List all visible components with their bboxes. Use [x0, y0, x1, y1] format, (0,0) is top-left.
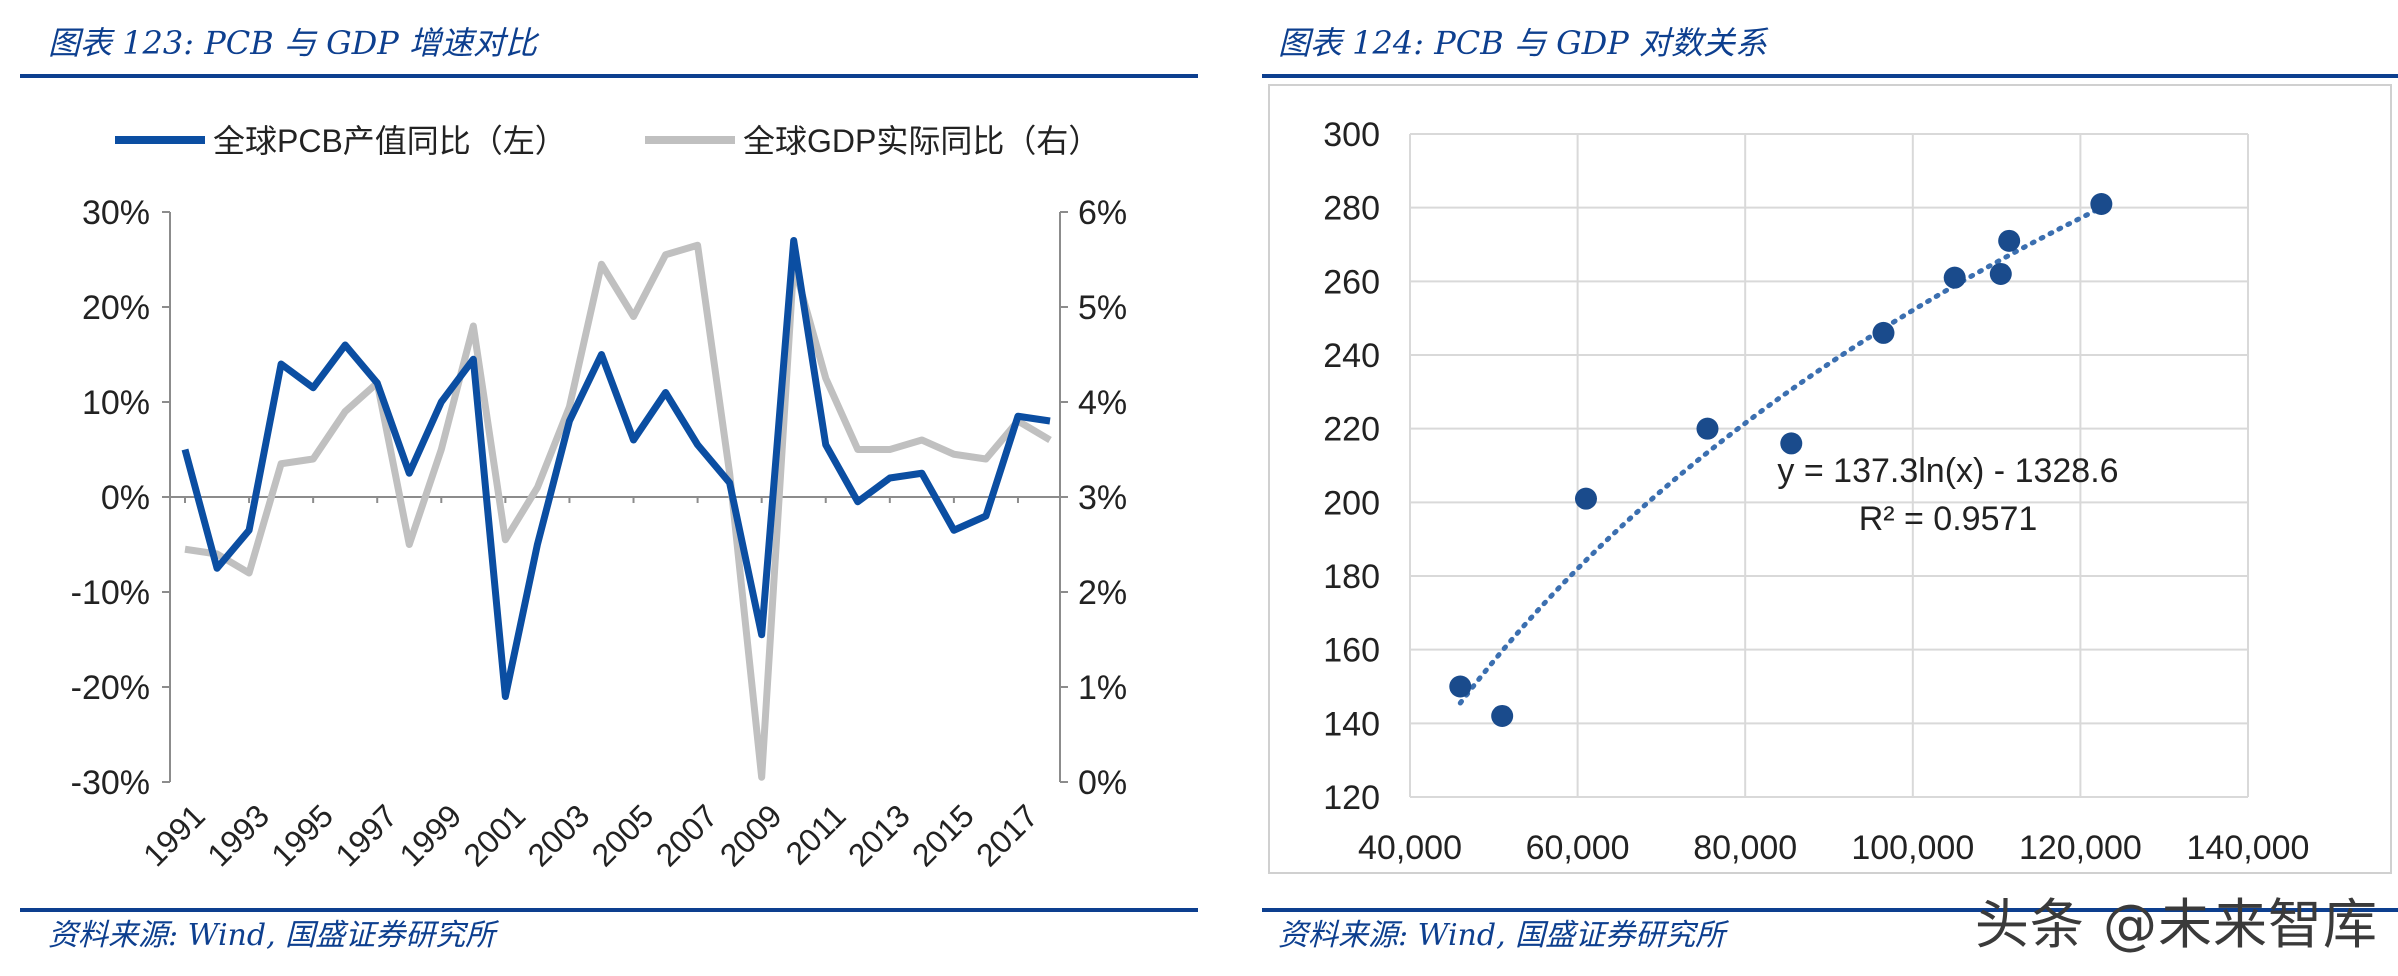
pcb-series-line [181, 237, 1051, 700]
y-tick-label: 140 [1323, 705, 1380, 743]
y-tick-label: 280 [1323, 190, 1380, 228]
x-tick-label: 1999 [392, 797, 468, 873]
right-source-note: 资料来源: Wind, 国盛证券研究所 [1278, 918, 1726, 953]
scatter-point [1491, 704, 1514, 727]
x-tick-label: 40,000 [1358, 829, 1462, 867]
x-tick-label: 60,000 [1526, 829, 1630, 867]
left-y-tick-label: 30% [82, 194, 150, 232]
right-y-tick-label: 6% [1078, 194, 1127, 232]
scatter-point [1696, 417, 1719, 440]
right-top-rule [1262, 74, 2398, 78]
watermark: 头条 @未来智库 [1974, 893, 2378, 956]
right-y-tick-label: 2% [1078, 574, 1127, 612]
x-tick-label: 2009 [713, 797, 789, 873]
legend-pcb-label: 全球PCB产值同比（左） [213, 123, 567, 159]
left-top-rule [20, 74, 1198, 78]
right-figure-title: 图表 124: PCB 与 GDP 对数关系 [1278, 24, 1768, 62]
x-tick-label: 2017 [969, 797, 1045, 873]
x-tick-label: 2011 [779, 797, 853, 871]
left-y-tick-label: 10% [82, 384, 150, 422]
x-tick-label: 2015 [905, 797, 981, 873]
left-source-note: 资料来源: Wind, 国盛证券研究所 [48, 918, 496, 953]
right-bottom-rule [1262, 908, 2398, 912]
x-tick-label: 100,000 [1851, 829, 1974, 867]
scatter-point [1449, 675, 1472, 698]
x-tick-label: 2003 [521, 797, 597, 873]
scatter-point [1989, 262, 2012, 285]
y-tick-label: 120 [1323, 779, 1380, 817]
scatter-point [1998, 229, 2021, 252]
right-y-tick-label: 5% [1078, 289, 1127, 327]
pcb-gdp-line-chart: 30% 20% 10% 0% -10% -20% -30% 6% 5% 4% 3% 2% 1% 0% 199… [71, 123, 1128, 873]
y-tick-label: 160 [1323, 632, 1380, 670]
scatter-point [1872, 321, 1895, 344]
x-tick-label: 2005 [585, 797, 661, 873]
scatter-point [1943, 266, 1966, 289]
left-bottom-rule [20, 908, 1198, 912]
pcb-gdp-scatter-chart: 40,000 60,000 80,000 100,000 120,000 140,000 3… [1268, 84, 2392, 874]
x-tick-label: 1993 [200, 797, 276, 873]
left-y-tick-label: 0% [101, 479, 150, 517]
legend-gdp-label: 全球GDP实际同比（右） [743, 123, 1100, 159]
x-tick-label: 120,000 [2019, 829, 2142, 867]
y-tick-label: 260 [1323, 263, 1380, 301]
x-tick-label: 140,000 [2187, 829, 2310, 867]
x-tick-label: 2001 [457, 797, 533, 873]
y-tick-label: 240 [1323, 337, 1380, 375]
x-tick-label: 2007 [649, 797, 725, 873]
x-tick-label: 2013 [841, 797, 917, 873]
y-tick-label: 300 [1323, 116, 1380, 154]
right-y-tick-label: 0% [1078, 764, 1127, 802]
x-tick-label: 1991 [136, 797, 212, 873]
scatter-point [1574, 487, 1597, 510]
right-y-tick-label: 3% [1078, 479, 1127, 517]
right-y-tick-label: 1% [1078, 669, 1127, 707]
x-tick-label: 1995 [264, 797, 340, 873]
left-y-tick-label: -20% [71, 669, 150, 707]
trendline-r-squared: R² = 0.9571 [1859, 500, 2038, 538]
scatter-point [2090, 192, 2113, 215]
x-tick-label: 1997 [328, 797, 404, 873]
gdp-series-line [184, 241, 1052, 781]
scatter-point [1780, 432, 1803, 455]
left-y-tick-label: 20% [82, 289, 150, 327]
x-tick-label: 80,000 [1693, 829, 1797, 867]
y-tick-label: 200 [1323, 484, 1380, 522]
right-y-tick-label: 4% [1078, 384, 1127, 422]
trendline-equation: y = 137.3ln(x) - 1328.6 [1777, 452, 2118, 490]
left-y-tick-label: -10% [71, 574, 150, 612]
chart-frame [1268, 84, 2392, 874]
y-tick-label: 220 [1323, 411, 1380, 449]
trendline [1457, 205, 2104, 706]
left-y-tick-label: -30% [71, 764, 150, 802]
left-figure-title: 图表 123: PCB 与 GDP 增速对比 [48, 24, 538, 62]
y-tick-label: 180 [1323, 558, 1380, 596]
